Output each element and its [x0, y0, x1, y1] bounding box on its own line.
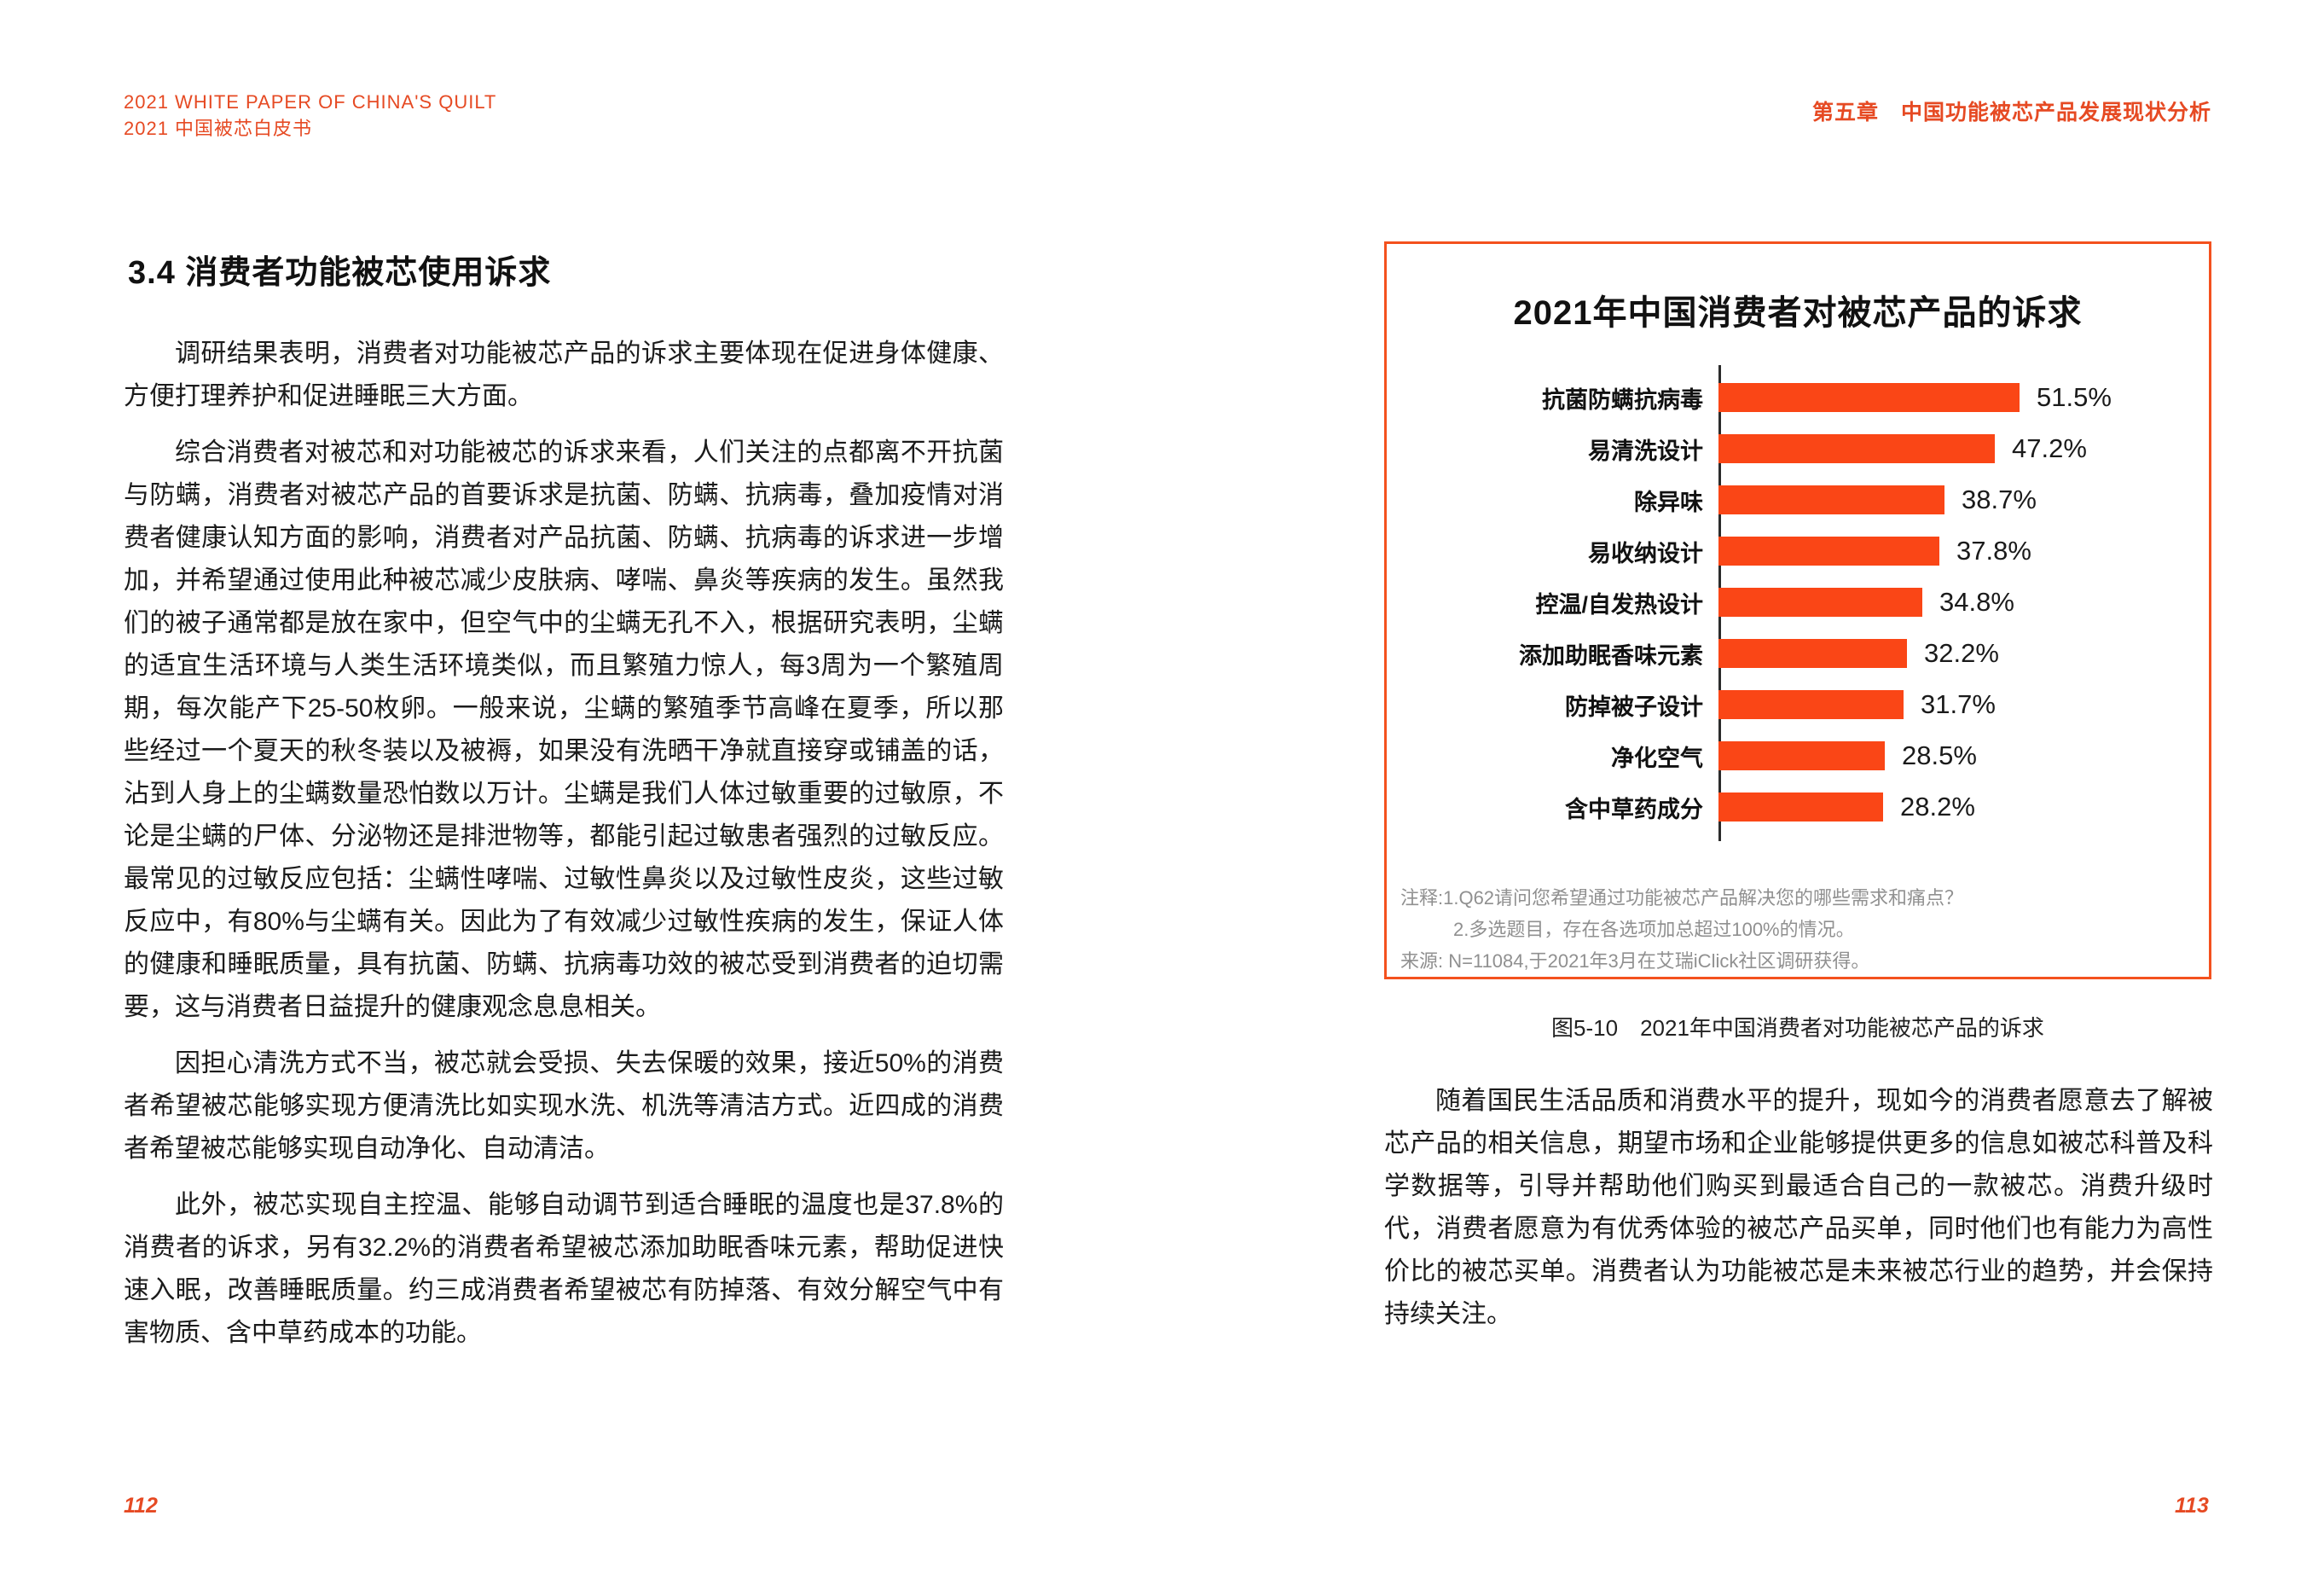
bar-value-label: 47.2% [2012, 433, 2087, 463]
page-number-left: 112 [124, 1494, 158, 1518]
right-page-body: 随着国民生活品质和消费水平的提升，现如今的消费者愿意去了解被芯产品的相关信息，期… [1384, 1080, 2213, 1350]
running-header-right: 第五章 中国功能被芯产品发展现状分析 [1811, 101, 2211, 125]
running-header-left-en: 2021 WHITE PAPER OF CHINA'S QUILT [124, 91, 497, 113]
chart-bar-row: 添加助眠香味元素 32.2% [1387, 628, 2209, 679]
chart-rows: 抗菌防螨抗病毒 51.5% 易清洗设计 47.2% 除异味 38.7% [1387, 372, 2209, 833]
figure-caption: 图5-10 2021年中国消费者对功能被芯产品的诉求 [1551, 1015, 2044, 1041]
bar [1718, 588, 1922, 617]
bar-value-label: 28.2% [1900, 792, 1975, 822]
bar-category-label: 控温/自发热设计 [1535, 591, 1703, 618]
bar-value-label: 31.7% [1921, 689, 1996, 719]
bar-category-label: 净化空气 [1611, 745, 1703, 771]
chart-title: 2021年中国消费者对被芯产品的诉求 [1513, 294, 2083, 332]
chart-source-line: 来源: N=11084,于2021年3月在艾瑞iClick社区调研获得。 [1400, 950, 1870, 972]
bar-value-label: 37.8% [1956, 536, 2031, 566]
bar-value-label: 38.7% [1962, 485, 2037, 514]
paragraph: 综合消费者对被芯和对功能被芯的诉求来看，人们关注的点都离不开抗菌与防螨，消费者对… [124, 438, 1004, 1021]
chart-bar-row: 抗菌防螨抗病毒 51.5% [1387, 372, 2209, 423]
bar-value-label: 34.8% [1939, 587, 2014, 617]
bar-category-label: 添加助眠香味元素 [1519, 642, 1703, 669]
bar [1718, 537, 1939, 566]
bar [1718, 639, 1907, 668]
bar-category-label: 除异味 [1634, 489, 1703, 515]
chart-figure-box: 2021年中国消费者对被芯产品的诉求 抗菌防螨抗病毒 51.5% 易清洗设计 4… [1384, 241, 2211, 979]
chart-bar-row: 易收纳设计 37.8% [1387, 525, 2209, 577]
bar [1718, 690, 1904, 719]
bar [1718, 434, 1995, 463]
running-header-left: 2021 WHITE PAPER OF CHINA'S QUILT 2021 中… [124, 89, 496, 142]
bar-category-label: 易收纳设计 [1588, 540, 1703, 566]
chart-bar-row: 除异味 38.7% [1387, 474, 2209, 525]
chart-bar-row: 易清洗设计 47.2% [1387, 423, 2209, 474]
chart-bar-row: 防掉被子设计 31.7% [1387, 679, 2209, 730]
bar [1718, 792, 1883, 822]
bar-category-label: 易清洗设计 [1588, 438, 1703, 464]
paragraph: 因担心清洗方式不当，被芯就会受损、失去保暖的效果，接近50%的消费者希望被芯能够… [124, 1049, 1004, 1163]
bar-category-label: 防掉被子设计 [1565, 694, 1703, 720]
bar [1718, 741, 1885, 770]
bar-value-label: 32.2% [1924, 638, 1999, 668]
chart-notes: 注释:1.Q62请问您希望通过功能被芯产品解决您的哪些需求和痛点？ 2.多选题目… [1400, 882, 2192, 977]
running-header-left-cn: 2021 中国被芯白皮书 [124, 118, 313, 139]
section-title: 3.4 消费者功能被芯使用诉求 [128, 255, 552, 291]
paragraph: 随着国民生活品质和消费水平的提升，现如今的消费者愿意去了解被芯产品的相关信息，期… [1384, 1087, 2213, 1328]
chart-note-line: 注释:1.Q62请问您希望通过功能被芯产品解决您的哪些需求和痛点？ [1400, 887, 1964, 909]
bar [1718, 383, 2020, 412]
chart-bar-row: 含中草药成分 28.2% [1387, 781, 2209, 833]
bar [1718, 485, 1944, 514]
page-number-right: 113 [2175, 1494, 2209, 1518]
bar-value-label: 51.5% [2037, 382, 2112, 412]
chart-bar-row: 净化空气 28.5% [1387, 730, 2209, 781]
paragraph: 此外，被芯实现自主控温、能够自动调节到适合睡眠的温度也是37.8%的消费者的诉求… [124, 1191, 1004, 1347]
paragraph: 调研结果表明，消费者对功能被芯产品的诉求主要体现在促进身体健康、方便打理养护和促… [124, 340, 1004, 410]
chart-note-line: 2.多选题目，存在各选项加总超过100%的情况。 [1453, 919, 1855, 940]
bar-value-label: 28.5% [1902, 740, 1977, 770]
left-page-body: 调研结果表明，消费者对功能被芯产品的诉求主要体现在促进身体健康、方便打理养护和促… [124, 333, 1004, 1368]
chart-bar-row: 控温/自发热设计 34.8% [1387, 577, 2209, 628]
bar-category-label: 含中草药成分 [1565, 796, 1703, 822]
bar-category-label: 抗菌防螨抗病毒 [1542, 386, 1703, 413]
